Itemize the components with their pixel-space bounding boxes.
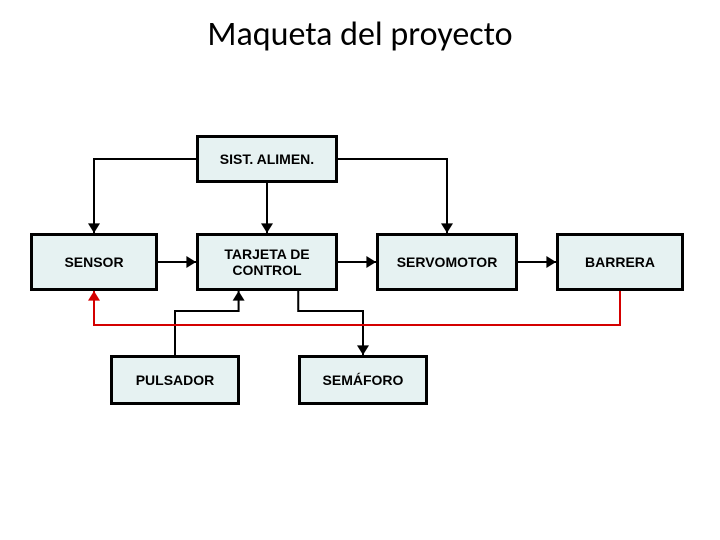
edges-layer (0, 55, 720, 535)
node-pulsador: PULSADOR (110, 355, 240, 405)
node-tarjeta: TARJETA DE CONTROL (196, 233, 338, 291)
node-semaforo: SEMÁFORO (298, 355, 428, 405)
node-servomotor: SERVOMOTOR (376, 233, 518, 291)
diagram-canvas: SIST. ALIMEN. SENSOR TARJETA DE CONTROL SER… (0, 55, 720, 535)
node-barrera: BARRERA (556, 233, 684, 291)
node-sist_alimen: SIST. ALIMEN. (196, 135, 338, 183)
node-sensor: SENSOR (30, 233, 158, 291)
page-title: Maqueta del proyecto (0, 0, 720, 55)
